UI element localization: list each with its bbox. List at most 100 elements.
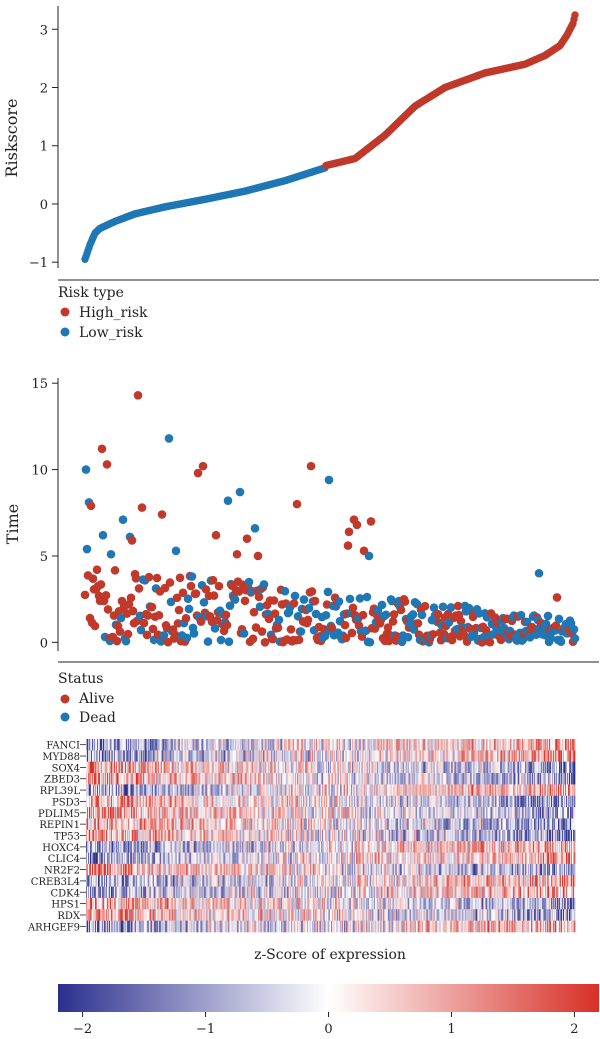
heatmap-cell: [528, 739, 530, 751]
heatmap-cell: [133, 761, 136, 774]
heatmap-cell: [284, 761, 286, 774]
heatmap-cell: [188, 750, 190, 762]
heatmap-cell: [192, 750, 194, 762]
heatmap-cell: [553, 750, 555, 762]
heatmap-cell: [87, 761, 89, 774]
heatmap-cell: [116, 739, 119, 751]
heatmap-cell: [283, 750, 285, 762]
time-point-dead: [203, 637, 213, 646]
heatmap-cell: [176, 739, 178, 751]
heatmap-cell: [265, 750, 267, 762]
time-point-alive: [310, 596, 320, 606]
heatmap-cell: [315, 739, 317, 751]
heatmap-cell: [380, 761, 383, 774]
heatmap-cell: [546, 739, 548, 751]
heatmap-cell: [210, 761, 212, 774]
heatmap-cell: [505, 739, 507, 751]
heatmap-cell: [392, 739, 395, 751]
heatmap-cell: [460, 739, 462, 751]
heatmap-cell: [316, 750, 318, 762]
heatmap-cell: [345, 761, 348, 774]
heatmap-cell: [400, 739, 403, 751]
time-point-dead: [183, 594, 193, 604]
heatmap-cell: [436, 761, 438, 774]
heatmap-cell: [469, 739, 471, 751]
heatmap-cell: [307, 761, 309, 774]
heatmap-cell: [291, 761, 293, 774]
heatmap-cell: [87, 750, 89, 762]
heatmap-cell: [204, 750, 206, 762]
time-points: [80, 390, 580, 647]
heatmap-cell: [434, 761, 436, 774]
time-point-dead: [408, 610, 418, 619]
heatmap-cell: [338, 761, 341, 774]
heatmap-cell: [426, 761, 428, 774]
heatmap-cell: [386, 739, 389, 751]
heatmap-cell: [498, 761, 500, 774]
heatmap-cell: [264, 750, 266, 762]
heatmap-cell: [420, 750, 422, 762]
heatmap-cell: [276, 750, 278, 762]
heatmap-cell: [237, 739, 239, 751]
heatmap-cell: [356, 739, 359, 751]
heatmap-cell: [416, 761, 418, 774]
heatmap-cell: [92, 761, 95, 774]
heatmap-cell: [189, 750, 191, 762]
heatmap-cell: [130, 773, 133, 785]
heatmap-cell: [519, 739, 521, 751]
heatmap-cell: [493, 739, 495, 751]
heatmap-cell: [476, 739, 478, 751]
heatmap-cell: [497, 750, 499, 762]
heatmap-cell: [319, 750, 321, 762]
heatmap-cell: [432, 761, 434, 774]
heatmap-cell: [156, 750, 159, 762]
time-point-alive: [485, 637, 495, 647]
heatmap-cell: [427, 750, 429, 762]
heatmap-cell: [297, 739, 299, 751]
heatmap-cell: [539, 750, 541, 762]
heatmap-cell: [339, 750, 342, 762]
heatmap-cell: [466, 750, 468, 762]
time-point-alive: [97, 444, 107, 454]
heatmap-cell: [395, 739, 398, 751]
heatmap-cell: [419, 739, 421, 751]
heatmap-cell: [269, 739, 271, 751]
heatmap-cell: [499, 761, 501, 774]
heatmap-cell: [375, 750, 378, 762]
heatmap-cell: [413, 750, 416, 762]
heatmap-cell: [129, 750, 132, 762]
heatmap-cell: [243, 750, 245, 762]
heatmap-cell: [104, 773, 107, 785]
heatmap-cell: [304, 750, 306, 762]
heatmap-cell: [149, 761, 152, 774]
heatmap-cell: [443, 761, 445, 774]
heatmap-cell: [340, 761, 343, 774]
heatmap-cell: [226, 750, 228, 762]
heatmap-cell: [264, 739, 266, 751]
time-point-alive: [388, 617, 398, 626]
time-point-alive: [269, 596, 279, 605]
heatmap-cell: [517, 761, 519, 774]
heatmap-cell: [289, 750, 291, 762]
heatmap-cell: [304, 739, 306, 751]
heatmap-cell: [261, 750, 263, 762]
heatmap-cell: [537, 750, 539, 762]
heatmap-cell: [407, 750, 410, 762]
heatmap-cell: [384, 761, 387, 774]
heatmap-cell: [109, 761, 112, 774]
heatmap-cell: [339, 739, 342, 751]
heatmap-cell: [496, 750, 498, 762]
time-point-alive: [396, 605, 406, 615]
heatmap-cell: [442, 761, 444, 774]
heatmap-cell: [185, 761, 187, 774]
heatmap-cell: [121, 750, 124, 762]
heatmap-cell: [318, 739, 320, 751]
heatmap-cell: [548, 739, 550, 751]
heatmap-cell: [529, 750, 531, 762]
heatmap-cell: [448, 739, 450, 751]
heatmap-cell: [460, 750, 462, 762]
heatmap-cell: [490, 739, 492, 751]
heatmap-cell: [296, 750, 298, 762]
time-point-dead: [187, 572, 197, 581]
heatmap-cell: [204, 761, 206, 774]
